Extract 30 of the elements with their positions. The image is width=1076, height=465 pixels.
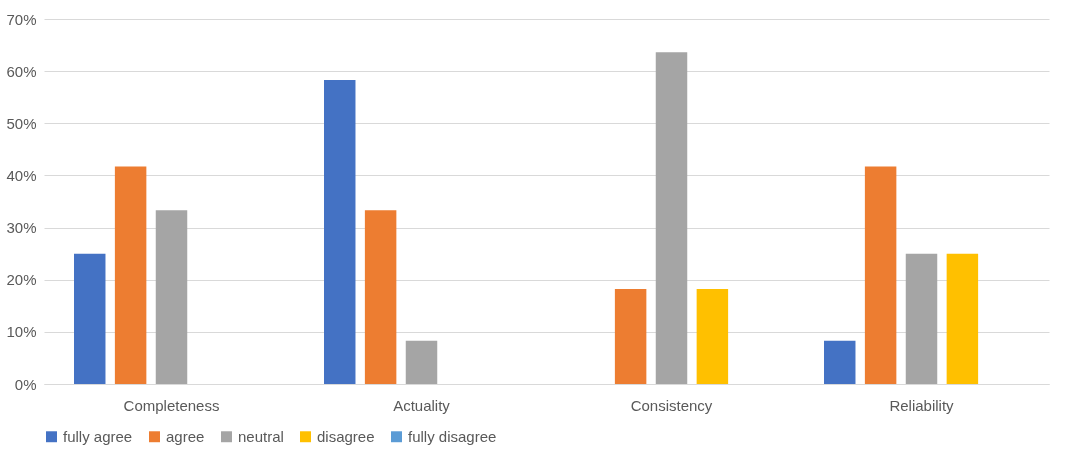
- y-tick-label: 40%: [6, 166, 37, 184]
- bar: [364, 210, 397, 384]
- legend-label: disagree: [317, 427, 375, 445]
- legend-label: neutral: [238, 427, 284, 445]
- y-tick-label: 30%: [6, 219, 37, 237]
- bar: [155, 210, 188, 384]
- y-tick-label: 50%: [6, 114, 37, 132]
- x-tick-label: Actuality: [393, 396, 451, 414]
- x-tick-label: Consistency: [630, 396, 713, 414]
- legend-label: fully disagree: [408, 427, 497, 445]
- legend-label: agree: [166, 427, 205, 445]
- x-tick-label: Completeness: [123, 396, 220, 414]
- y-tick-label: 20%: [6, 271, 37, 289]
- bar: [114, 166, 147, 384]
- bar: [655, 52, 688, 384]
- y-tick-label: 10%: [6, 323, 37, 341]
- bar: [864, 166, 897, 384]
- y-tick-label: 60%: [6, 62, 37, 80]
- y-tick-label: 70%: [6, 10, 37, 28]
- bar: [824, 340, 856, 384]
- bar: [905, 253, 938, 384]
- bar: [405, 340, 438, 384]
- y-tick-label: 0%: [14, 375, 37, 393]
- bar: [696, 289, 729, 384]
- x-tick-label: Reliability: [889, 396, 955, 414]
- bar: [946, 253, 979, 384]
- legend-label: fully agree: [63, 427, 133, 445]
- bar: [614, 289, 647, 384]
- bar: [324, 80, 356, 384]
- bar: [74, 253, 106, 384]
